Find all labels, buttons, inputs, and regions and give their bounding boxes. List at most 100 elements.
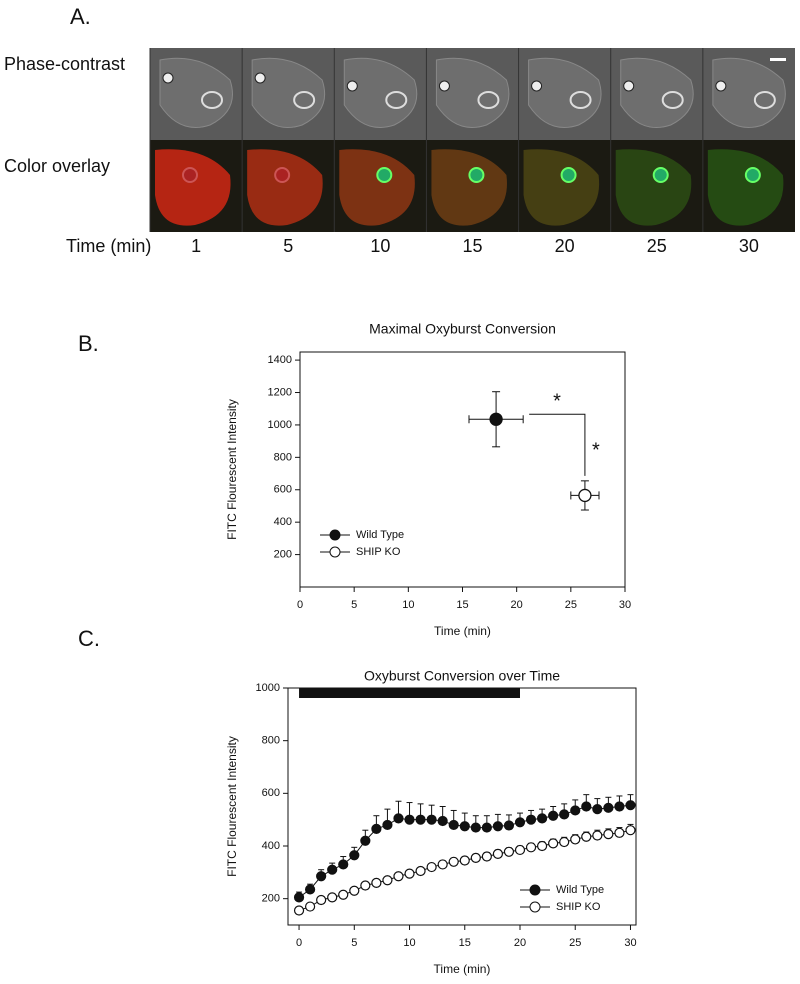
point xyxy=(525,842,537,853)
time-label: Time (min) xyxy=(66,236,151,256)
point xyxy=(470,852,481,863)
bead xyxy=(623,80,635,92)
bead xyxy=(531,80,543,92)
point xyxy=(338,889,349,900)
nucleus xyxy=(385,91,408,109)
cell-overlay xyxy=(247,149,323,226)
point xyxy=(304,901,316,912)
point xyxy=(570,834,581,845)
point xyxy=(338,859,349,870)
nucleus xyxy=(477,91,500,109)
point xyxy=(536,840,548,852)
bead xyxy=(715,80,727,92)
nucleus xyxy=(569,91,592,109)
row-label: Color overlay xyxy=(4,156,110,176)
point xyxy=(481,851,492,862)
point xyxy=(592,804,603,815)
legend-marker xyxy=(529,884,541,896)
cell-overlay xyxy=(155,149,231,226)
y-tick-label: 1200 xyxy=(268,386,292,398)
x-tick-label: 25 xyxy=(565,599,577,611)
point xyxy=(459,821,470,832)
point xyxy=(470,822,481,833)
point xyxy=(382,875,393,886)
nucleus xyxy=(293,91,316,109)
y-tick-label: 400 xyxy=(274,516,292,528)
point xyxy=(448,819,459,831)
x-tick-label: 0 xyxy=(297,599,303,611)
point xyxy=(592,830,603,841)
time-value: 10 xyxy=(370,236,390,256)
panel-label: C. xyxy=(78,626,100,651)
bead xyxy=(346,80,358,92)
y-tick-label: 600 xyxy=(274,484,292,496)
bead-overlay xyxy=(652,167,669,183)
annotation: * xyxy=(553,391,561,413)
cell xyxy=(159,57,233,128)
y-tick-label: 1000 xyxy=(268,419,292,431)
point xyxy=(603,802,614,813)
point xyxy=(415,814,426,825)
time-value: 30 xyxy=(739,236,759,256)
x-tick-label: 10 xyxy=(402,599,414,611)
point xyxy=(404,868,415,879)
point xyxy=(349,885,360,896)
bead-overlay xyxy=(560,167,577,183)
cell-overlay xyxy=(615,149,692,226)
annotation: * xyxy=(592,439,600,461)
point xyxy=(304,884,316,895)
y-tick-label: 200 xyxy=(274,548,292,560)
legend-marker xyxy=(329,529,341,541)
legend-label: Wild Type xyxy=(556,884,604,896)
point xyxy=(481,822,492,833)
cell xyxy=(343,57,418,128)
bead-overlay xyxy=(182,167,198,183)
cell xyxy=(435,57,510,128)
point xyxy=(382,819,393,831)
x-tick-label: 30 xyxy=(624,937,636,949)
point xyxy=(327,892,338,903)
point xyxy=(393,871,404,882)
point xyxy=(437,859,448,870)
bead xyxy=(254,72,266,84)
point xyxy=(625,825,636,836)
time-value: 20 xyxy=(555,236,575,256)
legend-marker xyxy=(529,901,541,913)
point xyxy=(503,846,515,857)
panel-label: A. xyxy=(70,4,91,29)
point xyxy=(489,412,503,426)
x-tick-label: 25 xyxy=(569,937,581,949)
y-tick-label: 200 xyxy=(262,893,280,905)
point xyxy=(437,815,448,827)
row-label: Phase-contrast xyxy=(4,54,125,74)
time-value: 1 xyxy=(191,236,201,256)
point xyxy=(293,892,305,903)
point xyxy=(614,827,625,838)
point xyxy=(360,880,371,891)
bead-overlay xyxy=(744,167,761,183)
cell-overlay xyxy=(339,149,415,226)
x-tick-label: 10 xyxy=(403,937,415,949)
y-tick-label: 800 xyxy=(262,735,280,747)
x-tick-label: 15 xyxy=(459,937,471,949)
bead xyxy=(162,72,174,84)
x-axis-label: Time (min) xyxy=(434,962,491,976)
y-tick-label: 600 xyxy=(262,787,280,799)
point xyxy=(426,861,437,873)
cell-overlay xyxy=(707,149,784,226)
point xyxy=(625,800,636,811)
point xyxy=(492,848,504,860)
panel-label: B. xyxy=(78,331,99,356)
y-tick-label: 400 xyxy=(262,840,280,852)
nucleus xyxy=(661,91,684,109)
cell xyxy=(620,57,694,128)
bead-overlay xyxy=(274,167,291,183)
cell-overlay xyxy=(431,149,507,226)
point xyxy=(570,805,581,816)
nucleus xyxy=(201,91,223,109)
point xyxy=(514,844,526,856)
cell xyxy=(251,57,326,128)
point xyxy=(536,813,548,824)
x-tick-label: 5 xyxy=(351,937,357,949)
point xyxy=(459,855,470,866)
